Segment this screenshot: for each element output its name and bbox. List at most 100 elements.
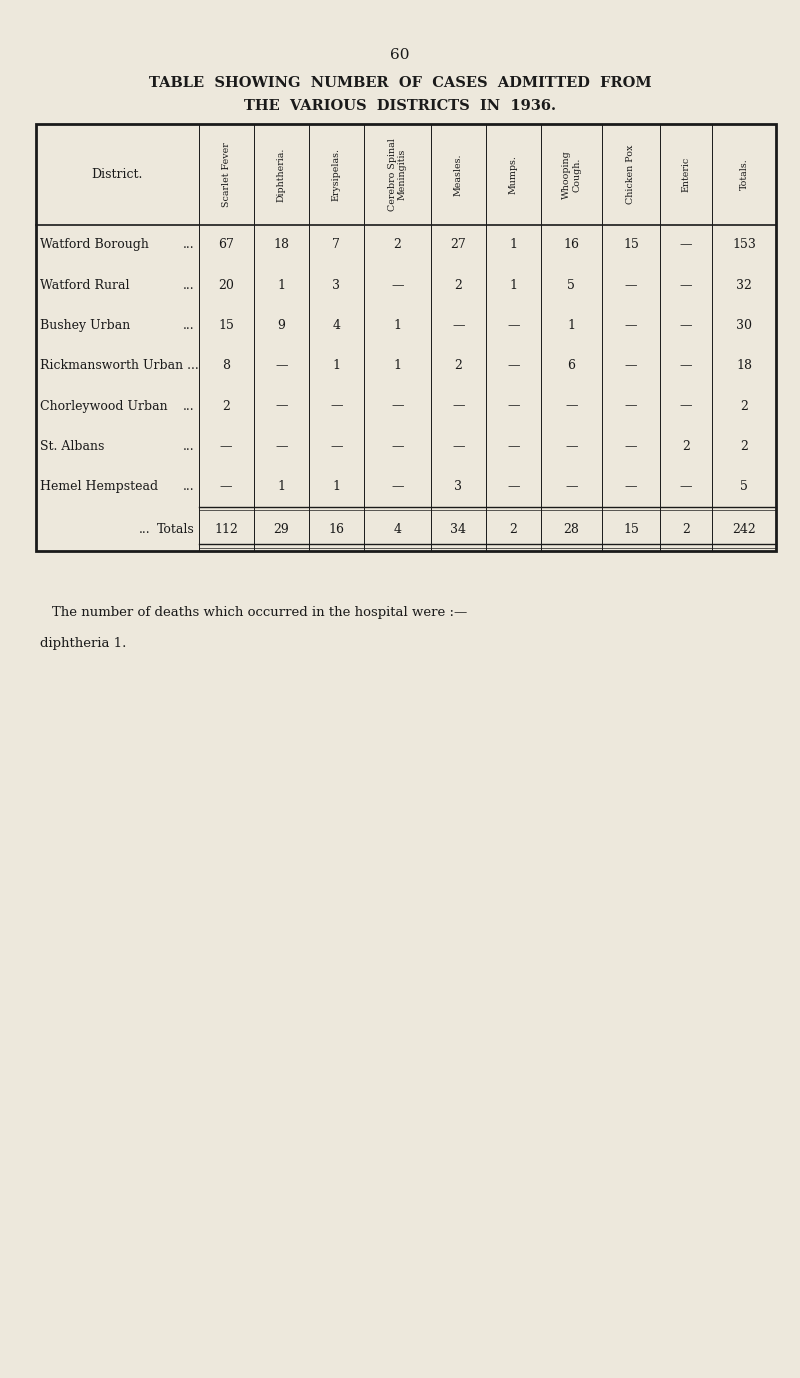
- Text: —: —: [625, 360, 637, 372]
- Text: 30: 30: [736, 320, 752, 332]
- Text: ...: ...: [183, 320, 194, 332]
- Text: 15: 15: [623, 238, 639, 251]
- Text: 5: 5: [567, 278, 575, 292]
- Text: Erysipelas.: Erysipelas.: [332, 147, 341, 201]
- Text: ...: ...: [183, 480, 194, 493]
- Text: The number of deaths which occurred in the hospital were :—: The number of deaths which occurred in t…: [52, 606, 467, 619]
- Text: 4: 4: [332, 320, 340, 332]
- Text: 1: 1: [394, 320, 402, 332]
- Text: 4: 4: [394, 522, 402, 536]
- Text: ...: ...: [183, 238, 194, 251]
- Text: —: —: [680, 400, 692, 412]
- Text: Chorleywood Urban: Chorleywood Urban: [40, 400, 168, 412]
- Text: —: —: [565, 400, 578, 412]
- Text: 2: 2: [740, 400, 748, 412]
- Text: —: —: [391, 400, 403, 412]
- Text: TABLE  SHOWING  NUMBER  OF  CASES  ADMITTED  FROM: TABLE SHOWING NUMBER OF CASES ADMITTED F…: [149, 76, 651, 90]
- Text: —: —: [625, 400, 637, 412]
- Text: 2: 2: [454, 360, 462, 372]
- Text: 18: 18: [736, 360, 752, 372]
- Text: ...: ...: [183, 440, 194, 453]
- Text: 1: 1: [394, 360, 402, 372]
- Text: Whooping
Cough.: Whooping Cough.: [562, 150, 581, 198]
- Text: 1: 1: [510, 238, 518, 251]
- Text: 153: 153: [732, 238, 756, 251]
- Text: 2: 2: [740, 440, 748, 453]
- Text: 29: 29: [274, 522, 289, 536]
- Text: 1: 1: [278, 480, 286, 493]
- Text: 7: 7: [333, 238, 340, 251]
- Text: Totals.: Totals.: [739, 158, 749, 190]
- Text: 2: 2: [394, 238, 402, 251]
- Text: —: —: [452, 320, 465, 332]
- Text: —: —: [330, 440, 342, 453]
- Text: —: —: [507, 440, 520, 453]
- Text: Mumps.: Mumps.: [509, 154, 518, 194]
- Text: 1: 1: [510, 278, 518, 292]
- Text: District.: District.: [91, 168, 143, 181]
- Text: 27: 27: [450, 238, 466, 251]
- Text: 2: 2: [454, 278, 462, 292]
- Text: Diphtheria.: Diphtheria.: [277, 147, 286, 201]
- Text: 1: 1: [278, 278, 286, 292]
- Text: —: —: [330, 400, 342, 412]
- Text: ...: ...: [183, 400, 194, 412]
- Text: 8: 8: [222, 360, 230, 372]
- Text: Totals: Totals: [157, 522, 194, 536]
- Text: —: —: [625, 278, 637, 292]
- Text: 1: 1: [332, 480, 340, 493]
- Text: 3: 3: [332, 278, 340, 292]
- Text: 28: 28: [563, 522, 579, 536]
- Text: —: —: [565, 440, 578, 453]
- Text: 3: 3: [454, 480, 462, 493]
- Text: 112: 112: [214, 522, 238, 536]
- Text: —: —: [680, 480, 692, 493]
- Text: —: —: [275, 400, 287, 412]
- Text: 1: 1: [332, 360, 340, 372]
- Text: Rickmansworth Urban ...: Rickmansworth Urban ...: [40, 360, 198, 372]
- Text: 15: 15: [218, 320, 234, 332]
- Text: Scarlet Fever: Scarlet Fever: [222, 142, 230, 207]
- Text: —: —: [452, 440, 465, 453]
- Text: —: —: [625, 480, 637, 493]
- Text: —: —: [507, 360, 520, 372]
- Text: —: —: [680, 320, 692, 332]
- Text: Bushey Urban: Bushey Urban: [40, 320, 130, 332]
- Text: 2: 2: [682, 522, 690, 536]
- Text: Cerebro Spinal
Meningitis: Cerebro Spinal Meningitis: [387, 138, 407, 211]
- Text: —: —: [220, 440, 232, 453]
- Text: Hemel Hempstead: Hemel Hempstead: [40, 480, 158, 493]
- Text: —: —: [680, 238, 692, 251]
- Text: ...: ...: [139, 522, 150, 536]
- Text: 15: 15: [623, 522, 639, 536]
- Text: 16: 16: [328, 522, 344, 536]
- Text: —: —: [625, 440, 637, 453]
- Text: 1: 1: [567, 320, 575, 332]
- Text: Watford Borough: Watford Borough: [40, 238, 149, 251]
- Text: 2: 2: [682, 440, 690, 453]
- Text: diphtheria 1.: diphtheria 1.: [40, 637, 126, 649]
- Text: St. Albans: St. Albans: [40, 440, 104, 453]
- Text: —: —: [275, 440, 287, 453]
- Text: 2: 2: [222, 400, 230, 412]
- Text: —: —: [680, 360, 692, 372]
- Text: ...: ...: [183, 278, 194, 292]
- Text: Measles.: Measles.: [454, 153, 462, 196]
- Text: —: —: [507, 400, 520, 412]
- Text: 6: 6: [567, 360, 575, 372]
- Text: 20: 20: [218, 278, 234, 292]
- Text: 67: 67: [218, 238, 234, 251]
- Text: Enteric: Enteric: [682, 157, 690, 192]
- Text: 9: 9: [278, 320, 285, 332]
- Text: 5: 5: [740, 480, 748, 493]
- Text: 60: 60: [390, 48, 410, 62]
- Text: —: —: [391, 480, 403, 493]
- Text: —: —: [391, 440, 403, 453]
- Text: 18: 18: [274, 238, 290, 251]
- Text: —: —: [391, 278, 403, 292]
- Text: 242: 242: [732, 522, 756, 536]
- Text: Watford Rural: Watford Rural: [40, 278, 130, 292]
- Text: —: —: [507, 480, 520, 493]
- Text: —: —: [220, 480, 232, 493]
- Text: 34: 34: [450, 522, 466, 536]
